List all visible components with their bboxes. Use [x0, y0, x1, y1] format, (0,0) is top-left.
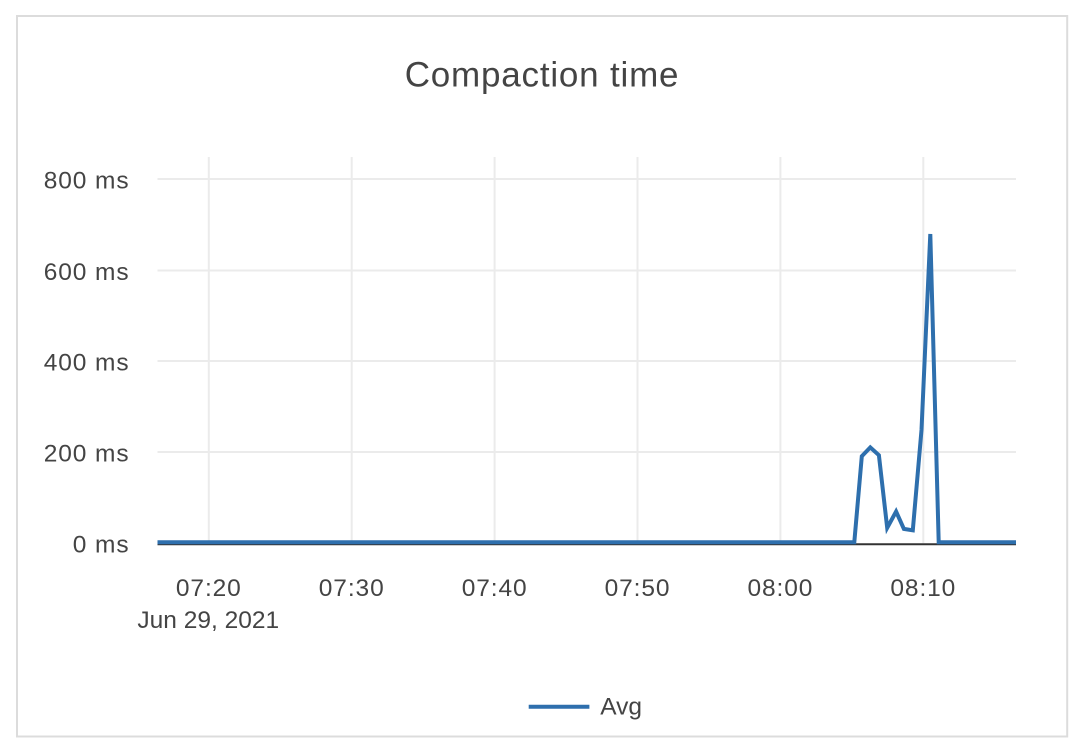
svg-text:07:50: 07:50 [605, 575, 671, 602]
svg-text:400 ms: 400 ms [44, 349, 130, 376]
svg-text:08:00: 08:00 [747, 575, 813, 602]
svg-text:Jun 29, 2021: Jun 29, 2021 [137, 607, 279, 634]
svg-text:07:20: 07:20 [176, 575, 242, 602]
svg-text:600 ms: 600 ms [44, 259, 130, 286]
svg-text:07:30: 07:30 [319, 575, 385, 602]
svg-text:07:40: 07:40 [462, 575, 528, 602]
svg-text:Compaction time: Compaction time [405, 56, 680, 95]
svg-text:0 ms: 0 ms [73, 531, 130, 558]
svg-text:08:10: 08:10 [890, 575, 956, 602]
svg-text:800 ms: 800 ms [44, 167, 130, 194]
svg-text:200 ms: 200 ms [44, 440, 130, 467]
svg-text:Avg: Avg [600, 694, 642, 721]
